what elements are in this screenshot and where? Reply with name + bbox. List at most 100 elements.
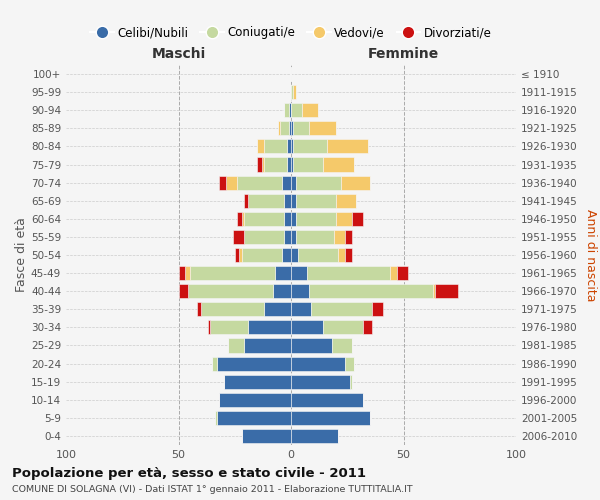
Bar xyxy=(289,103,291,118)
Y-axis label: Anni di nascita: Anni di nascita xyxy=(584,209,597,301)
Bar xyxy=(212,356,217,370)
Bar xyxy=(291,230,296,244)
Text: Femmine: Femmine xyxy=(368,48,439,62)
Bar xyxy=(277,122,280,136)
Bar xyxy=(185,266,190,280)
Bar xyxy=(433,284,435,298)
Bar xyxy=(273,284,291,298)
Bar xyxy=(397,266,408,280)
Bar xyxy=(291,212,296,226)
Bar xyxy=(282,176,291,190)
Bar xyxy=(331,338,352,352)
Bar xyxy=(228,338,244,352)
Bar xyxy=(291,122,293,136)
Bar xyxy=(291,320,323,334)
Bar xyxy=(296,194,336,208)
Bar xyxy=(323,320,363,334)
Bar xyxy=(217,411,291,425)
Bar xyxy=(291,194,296,208)
Bar xyxy=(284,230,291,244)
Bar xyxy=(345,356,354,370)
Bar xyxy=(179,266,185,280)
Bar xyxy=(291,429,338,443)
Bar xyxy=(293,85,296,99)
Bar xyxy=(291,176,296,190)
Bar xyxy=(264,302,291,316)
Bar xyxy=(239,248,241,262)
Text: Popolazione per età, sesso e stato civile - 2011: Popolazione per età, sesso e stato civil… xyxy=(12,468,366,480)
Bar xyxy=(244,338,291,352)
Bar xyxy=(293,140,327,153)
Bar xyxy=(363,320,372,334)
Bar xyxy=(241,212,244,226)
Bar xyxy=(291,85,293,99)
Bar xyxy=(264,158,287,172)
Bar xyxy=(241,248,282,262)
Text: Maschi: Maschi xyxy=(151,48,206,62)
Bar xyxy=(291,248,298,262)
Bar xyxy=(296,176,341,190)
Bar xyxy=(248,194,284,208)
Bar xyxy=(208,320,210,334)
Bar xyxy=(197,302,201,316)
Bar xyxy=(223,374,291,388)
Bar xyxy=(435,284,458,298)
Bar xyxy=(257,158,262,172)
Bar xyxy=(262,158,264,172)
Bar xyxy=(275,266,291,280)
Bar xyxy=(296,212,336,226)
Bar xyxy=(291,266,307,280)
Bar xyxy=(302,103,318,118)
Bar xyxy=(341,176,370,190)
Bar xyxy=(287,158,291,172)
Bar xyxy=(336,212,352,226)
Bar xyxy=(345,248,352,262)
Bar xyxy=(291,338,331,352)
Bar xyxy=(309,284,433,298)
Bar xyxy=(293,122,309,136)
Bar xyxy=(349,374,352,388)
Bar xyxy=(372,302,383,316)
Bar xyxy=(291,103,302,118)
Bar xyxy=(307,266,390,280)
Bar xyxy=(289,122,291,136)
Text: COMUNE DI SOLAGNA (VI) - Dati ISTAT 1° gennaio 2011 - Elaborazione TUTTITALIA.IT: COMUNE DI SOLAGNA (VI) - Dati ISTAT 1° g… xyxy=(12,486,413,494)
Bar xyxy=(264,140,287,153)
Bar xyxy=(291,411,370,425)
Bar xyxy=(390,266,397,280)
Bar xyxy=(323,158,354,172)
Bar xyxy=(311,302,372,316)
Bar xyxy=(248,320,291,334)
Y-axis label: Fasce di età: Fasce di età xyxy=(15,218,28,292)
Bar xyxy=(179,284,187,298)
Bar xyxy=(233,230,244,244)
Bar xyxy=(291,302,311,316)
Bar xyxy=(187,284,273,298)
Bar xyxy=(226,176,237,190)
Bar xyxy=(280,122,289,136)
Bar xyxy=(257,140,264,153)
Bar xyxy=(210,320,248,334)
Bar xyxy=(284,212,291,226)
Bar xyxy=(291,140,293,153)
Bar xyxy=(291,356,345,370)
Bar xyxy=(298,248,338,262)
Bar xyxy=(309,122,336,136)
Bar xyxy=(287,140,291,153)
Bar xyxy=(291,284,309,298)
Bar xyxy=(244,230,284,244)
Bar xyxy=(334,230,345,244)
Bar xyxy=(219,176,226,190)
Bar xyxy=(237,176,282,190)
Bar xyxy=(237,212,241,226)
Bar xyxy=(284,103,289,118)
Bar xyxy=(291,374,349,388)
Bar xyxy=(190,266,275,280)
Bar xyxy=(201,302,264,316)
Bar xyxy=(284,194,291,208)
Bar xyxy=(352,212,363,226)
Bar xyxy=(235,248,239,262)
Bar xyxy=(338,248,345,262)
Bar xyxy=(244,194,248,208)
Bar xyxy=(282,248,291,262)
